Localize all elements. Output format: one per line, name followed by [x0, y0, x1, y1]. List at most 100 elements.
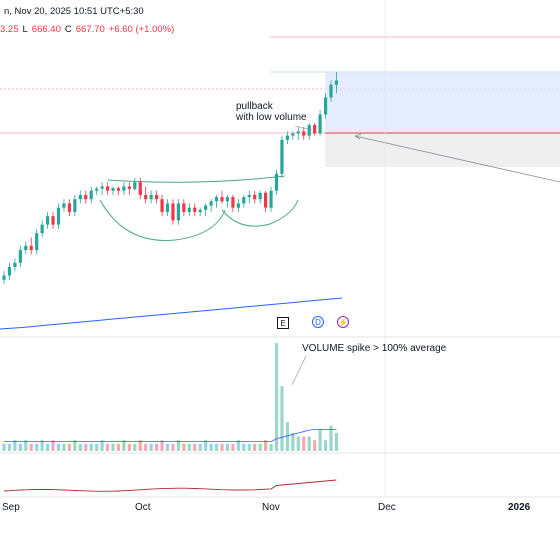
candle-body[interactable] [220, 197, 224, 202]
volume-bar[interactable] [165, 443, 170, 451]
candle-body[interactable] [182, 203, 186, 212]
candle-body[interactable] [13, 262, 17, 268]
candle-body[interactable] [318, 114, 322, 134]
candle-body[interactable] [35, 233, 39, 251]
candle-body[interactable] [89, 190, 93, 200]
candle-body[interactable] [67, 203, 71, 212]
volume-bar[interactable] [122, 440, 126, 451]
candle-body[interactable] [155, 194, 159, 200]
candle-body[interactable] [274, 173, 279, 191]
candle-body[interactable] [78, 194, 82, 200]
candle-body[interactable] [204, 205, 208, 210]
candle-body[interactable] [313, 125, 317, 134]
volume-bar[interactable] [236, 440, 240, 451]
volume-bar[interactable] [280, 386, 284, 451]
candle-body[interactable] [111, 188, 115, 191]
dividend-event-icon[interactable]: D [312, 316, 324, 328]
profit-zone-box[interactable] [325, 72, 560, 133]
volume-bar[interactable] [111, 443, 115, 451]
candle-body[interactable] [291, 133, 295, 136]
stop-zone-box[interactable] [325, 133, 560, 167]
volume-bar[interactable] [193, 443, 197, 451]
candle-body[interactable] [40, 224, 44, 234]
volume-bar[interactable] [133, 443, 137, 451]
volume-bar[interactable] [171, 443, 175, 451]
candle-body[interactable] [323, 97, 328, 115]
volume-bar[interactable] [100, 440, 104, 451]
volume-spike-annotation[interactable]: VOLUME spike > 100% average [302, 343, 447, 354]
candle-body[interactable] [84, 194, 88, 200]
volume-bar[interactable] [24, 440, 28, 451]
volume-bar[interactable] [7, 443, 12, 451]
candle-body[interactable] [258, 192, 262, 200]
split-event-icon[interactable]: ⚡ [337, 316, 349, 328]
volume-bar[interactable] [160, 440, 164, 451]
candle-body[interactable] [56, 207, 61, 225]
candle-body[interactable] [280, 139, 284, 174]
candle-body[interactable] [171, 203, 175, 221]
candle-body[interactable] [138, 182, 142, 195]
candle-body[interactable] [269, 190, 273, 208]
volume-bar[interactable] [144, 443, 148, 451]
volume-bar[interactable] [105, 443, 110, 451]
volume-bar[interactable] [2, 443, 6, 451]
volume-bar[interactable] [56, 443, 61, 451]
volume-bar[interactable] [29, 443, 33, 451]
candle-body[interactable] [149, 194, 153, 200]
volume-bar[interactable] [89, 443, 93, 451]
volume-bar[interactable] [198, 443, 202, 451]
volume-bar[interactable] [62, 443, 66, 451]
volume-bar[interactable] [285, 422, 289, 451]
candle-body[interactable] [334, 80, 339, 85]
candle-body[interactable] [247, 194, 251, 198]
moving-average-line[interactable] [0, 297, 343, 330]
volume-bar[interactable] [214, 443, 219, 451]
volume-bar[interactable] [329, 425, 333, 451]
volume-bar[interactable] [127, 443, 131, 451]
volume-average-line[interactable] [4, 429, 337, 443]
candle-body[interactable] [144, 194, 148, 200]
candle-body[interactable] [18, 250, 22, 263]
volume-bar[interactable] [242, 443, 246, 451]
volume-bar[interactable] [318, 429, 322, 451]
candle-body[interactable] [95, 188, 99, 191]
cup-handle-pattern[interactable] [99, 175, 299, 241]
candle-body[interactable] [176, 203, 180, 221]
candle-body[interactable] [2, 275, 6, 280]
volume-bar[interactable] [155, 443, 159, 451]
candle-body[interactable] [253, 194, 257, 200]
earnings-event-icon[interactable]: E [277, 317, 289, 329]
volume-bar[interactable] [95, 443, 99, 451]
volume-bar[interactable] [149, 443, 153, 451]
candle-body[interactable] [193, 207, 197, 212]
volume-bar[interactable] [78, 443, 82, 451]
candle-body[interactable] [198, 209, 202, 212]
volume-bar[interactable] [182, 443, 186, 451]
candle-body[interactable] [116, 188, 121, 191]
volume-bar[interactable] [225, 443, 230, 451]
candle-body[interactable] [285, 135, 289, 140]
candle-body[interactable] [133, 182, 137, 190]
candle-body[interactable] [296, 131, 300, 134]
volume-bar[interactable] [35, 443, 39, 451]
candle-body[interactable] [62, 203, 66, 208]
candle-body[interactable] [24, 245, 28, 251]
projection-arrow-line[interactable] [354, 135, 560, 183]
volume-bar[interactable] [220, 443, 224, 451]
volume-bar[interactable] [209, 443, 213, 451]
volume-bar[interactable] [187, 443, 191, 451]
candle-body[interactable] [105, 186, 110, 191]
candle-body[interactable] [122, 186, 126, 191]
volume-bar[interactable] [51, 440, 55, 451]
volume-bar[interactable] [84, 443, 88, 451]
candle-body[interactable] [187, 207, 191, 212]
candle-body[interactable] [329, 84, 333, 98]
volume-bar[interactable] [18, 443, 22, 451]
volume-bar[interactable] [138, 440, 142, 451]
volume-bar[interactable] [176, 440, 180, 451]
candle-body[interactable] [302, 131, 306, 136]
candle-body[interactable] [264, 192, 268, 208]
candle-body[interactable] [231, 197, 235, 208]
candle-body[interactable] [307, 125, 311, 136]
